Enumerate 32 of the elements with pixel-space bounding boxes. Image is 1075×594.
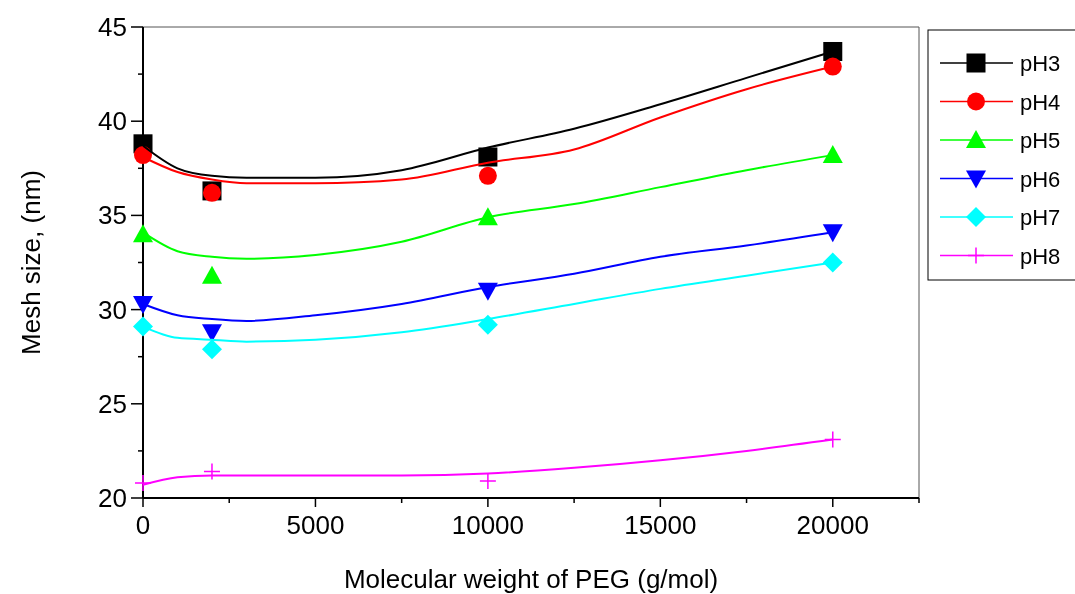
legend-label: pH3 xyxy=(1020,51,1061,76)
x-axis-title: Molecular weight of PEG (g/mol) xyxy=(343,564,719,594)
y-axis-title: Mesh size, (nm) xyxy=(16,170,46,355)
x-tick-label: 10000 xyxy=(451,510,525,540)
legend-label: pH8 xyxy=(1020,243,1061,269)
x-tick-label: 15000 xyxy=(624,510,697,540)
legend-label: pH5 xyxy=(1020,128,1061,153)
x-tick-label: 20000 xyxy=(796,510,869,540)
point xyxy=(203,462,221,481)
x-tick-label: 5000 xyxy=(286,510,345,540)
y-tick-label: 30 xyxy=(98,294,127,325)
x-tick-label: 0 xyxy=(135,510,151,540)
point xyxy=(201,265,222,284)
y-tick-label: 40 xyxy=(98,106,127,137)
point xyxy=(822,252,843,273)
point xyxy=(479,472,497,490)
point xyxy=(824,430,842,449)
y-tick-label: 45 xyxy=(98,12,127,42)
y-tick-label: 25 xyxy=(98,388,127,419)
point xyxy=(201,339,222,360)
legend-label: pH6 xyxy=(1020,166,1061,192)
y-tick-label: 20 xyxy=(98,483,127,513)
point xyxy=(478,166,497,185)
legend-label: pH4 xyxy=(1020,89,1061,115)
point xyxy=(133,316,153,337)
y-tick-label: 35 xyxy=(98,200,127,231)
point xyxy=(133,295,153,314)
point xyxy=(823,57,842,76)
point xyxy=(822,224,843,243)
point xyxy=(822,145,843,164)
legend-label: pH7 xyxy=(1020,205,1061,230)
point xyxy=(477,314,498,335)
